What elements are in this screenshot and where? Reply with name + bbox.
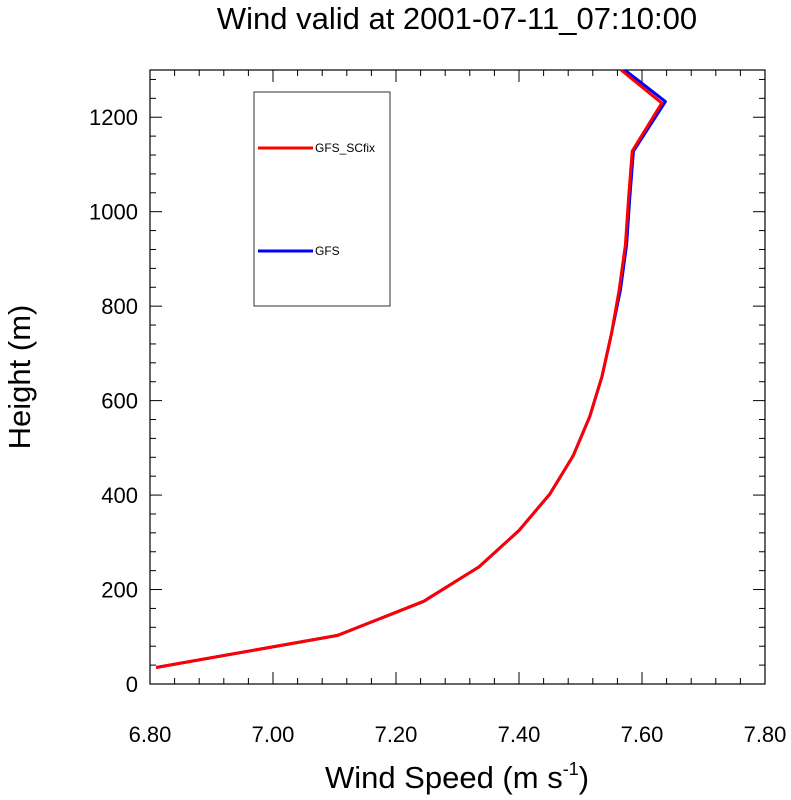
x-tick-label: 7.80 [744,722,787,747]
x-axis-label-superscript: -1 [563,759,579,779]
y-tick-label: 200 [101,578,138,603]
plot-area-border [149,69,766,685]
legend-box [253,91,391,307]
y-tick-label: 600 [101,389,138,414]
x-tick-label: 7.60 [621,722,664,747]
chart-title: Wind valid at 2001-07-11_07:10:00 [217,1,697,36]
x-tick-label: 7.40 [498,722,541,747]
y-tick-label: 1200 [89,105,138,130]
series-line-gfs [155,68,667,669]
y-axis-label: Height (m) [2,305,37,450]
series-line-gfs-scfix [155,68,664,669]
legend-label-gfs-scfix: GFS_SCfix [315,141,375,155]
x-tick-label: 7.20 [375,722,418,747]
legend-label-gfs: GFS [315,244,340,258]
x-axis-label: Wind Speed (m s-1) [325,759,589,795]
x-tick-label: 7.00 [252,722,295,747]
y-tick-label: 0 [126,672,138,697]
axis-ticks: 6.80 7.00 7.20 7.40 7.60 7.80 0 200 400 600 800 100… [89,70,786,747]
y-tick-label: 800 [101,294,138,319]
y-tick-label: 400 [101,483,138,508]
series-layer [155,68,667,669]
y-tick-label: 1000 [89,200,138,225]
legend: GFS_SCfix GFS [253,91,391,307]
x-axis-label-main: Wind Speed (m s [325,760,563,795]
x-axis-label-suffix: ) [579,760,589,795]
x-tick-label: 6.80 [129,722,172,747]
